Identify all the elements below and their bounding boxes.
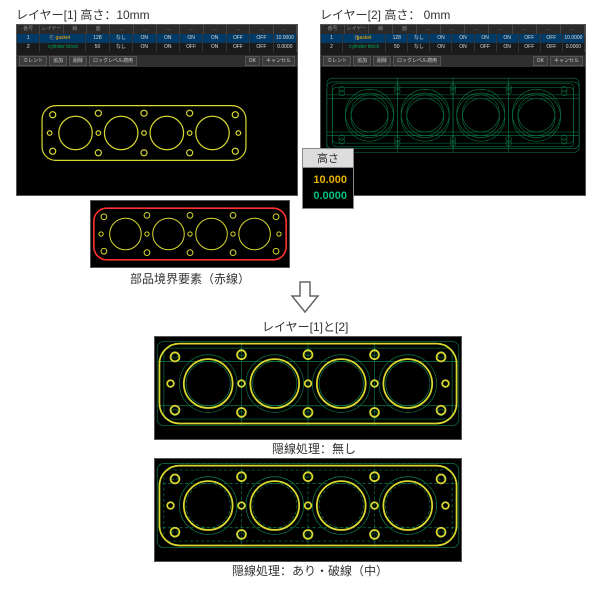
btn-lock[interactable]: ロックレベル適用 bbox=[89, 56, 137, 66]
panel-layer2: 番号レイヤー名線面………………… 1gasket128なしONONONONOFF… bbox=[320, 24, 586, 196]
hidden-dash-label: 隠線処理：あり・破線（中） bbox=[232, 562, 388, 579]
arrow-down-icon bbox=[290, 280, 320, 314]
combined-dash bbox=[155, 459, 461, 561]
result-dash bbox=[154, 458, 462, 562]
grid-header: 番号レイヤー名線面…………………… bbox=[17, 25, 297, 34]
gasket-drawing-1 bbox=[39, 100, 249, 166]
boundary-drawing bbox=[91, 201, 289, 267]
block-drawing bbox=[325, 73, 581, 191]
combined-label: レイヤー[1]と[2] bbox=[262, 318, 348, 335]
boundary-label: 部品境界要素（赤線） bbox=[130, 270, 250, 287]
btn-add[interactable]: 追加 bbox=[49, 56, 67, 66]
height-box: 高さ 10.000 0.0000 bbox=[302, 148, 354, 209]
grid-row[interactable]: 1gasket128なしONONONONOFFOFF10.0000 bbox=[17, 34, 297, 43]
btn-cancel[interactable]: キャンセル bbox=[262, 56, 295, 66]
layer2-label: レイヤー[2] 高さ： 0mm bbox=[320, 6, 450, 23]
btn-del[interactable]: 削除 bbox=[69, 56, 87, 66]
grid-row[interactable]: 2cylinder block50なしONONOFFONOFFOFF0.0000 bbox=[17, 43, 297, 52]
height-v1: 10.000 bbox=[305, 172, 351, 188]
btn-ok[interactable]: OK bbox=[245, 56, 260, 66]
hidden-none-label: 隠線処理：無し bbox=[272, 440, 356, 457]
layer1-label: レイヤー[1] 高さ：10mm bbox=[16, 6, 150, 23]
height-v2: 0.0000 bbox=[305, 188, 351, 204]
boundary-panel bbox=[90, 200, 290, 268]
combined-none bbox=[155, 337, 461, 439]
height-title: 高さ bbox=[303, 149, 353, 168]
panel-layer1: 番号レイヤー名線面…………………… 1gasket128なしONONONONOF… bbox=[16, 24, 298, 196]
result-none bbox=[154, 336, 462, 440]
toolbar: カレント 追加 削除 ロックレベル適用 OK キャンセル bbox=[17, 55, 297, 67]
btn-current[interactable]: カレント bbox=[19, 56, 47, 66]
